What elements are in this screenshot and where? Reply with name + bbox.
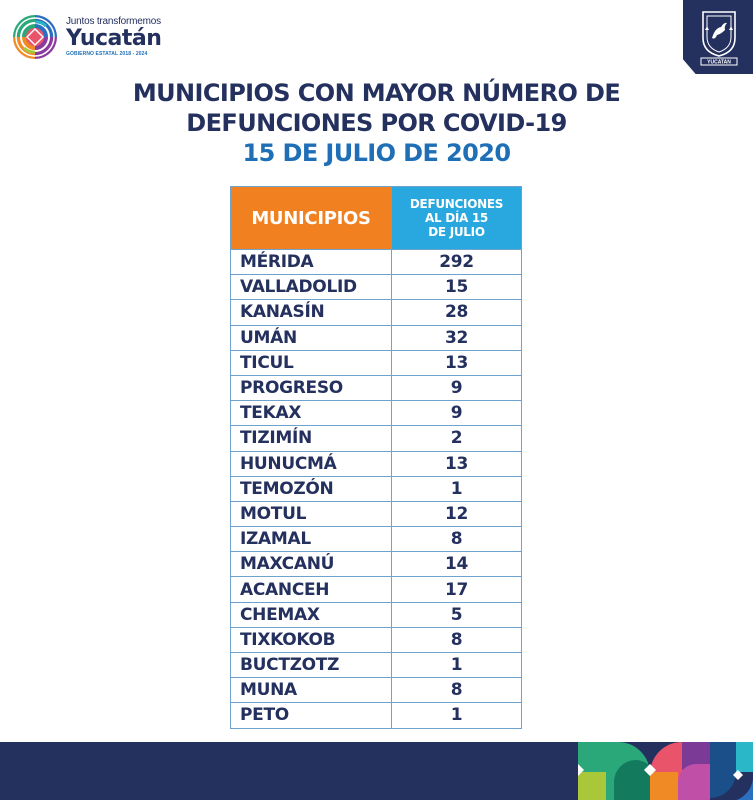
logo-subtitle: GOBIERNO ESTATAL 2018 - 2024 [66,51,148,57]
municipio-cell: PROGRESO [230,374,392,402]
municipio-cell: MÉRIDA [230,248,392,276]
table-row: VALLADOLID 15 [230,274,522,301]
municipio-cell: KANASÍN [230,299,392,326]
municipio-cell: TICUL [230,349,392,376]
defunciones-cell: 14 [391,551,522,578]
table-row: MUNA 8 [230,677,522,704]
title-line-2: DEFUNCIONES POR COVID-19 [186,109,567,137]
defunciones-cell: 17 [391,576,522,603]
table-row: KANASÍN 28 [230,299,522,326]
logo-name: Yucatán [66,26,162,51]
municipio-cell: BUCTZOTZ [230,651,392,679]
defunciones-cell: 13 [391,349,522,376]
municipio-cell: CHEMAX [230,601,392,628]
svg-text:YUCATAN: YUCATAN [707,60,731,66]
table-row: TEKAX 9 [230,400,522,427]
defunciones-cell: 9 [391,400,522,427]
municipio-cell: ACANCEH [230,576,392,603]
yucatan-logo-icon [13,15,57,59]
defunciones-cell: 8 [391,526,522,553]
table-row: ACANCEH 17 [230,576,522,603]
municipio-cell: TEKAX [230,400,392,427]
table-header-row: MUNICIPIOS DEFUNCIONES AL DÍA 15 DE JULI… [230,186,522,250]
decorative-pattern-icon [578,742,753,800]
table-row: TIXKOKOB 8 [230,626,522,654]
defunciones-cell: 1 [391,475,522,502]
defunciones-cell: 12 [391,500,522,528]
defunciones-cell: 9 [391,374,522,402]
table-row: TICUL 13 [230,349,522,376]
title-line-1: MUNICIPIOS CON MAYOR NÚMERO DE [132,79,621,107]
defunciones-cell: 32 [391,324,522,351]
deaths-by-municipality-table: MUNICIPIOS DEFUNCIONES AL DÍA 15 DE JULI… [230,186,522,729]
municipio-cell: VALLADOLID [230,274,392,301]
municipio-cell: PETO [230,702,392,729]
table-row: CHEMAX 5 [230,601,522,628]
defunciones-cell: 1 [391,651,522,679]
municipio-cell: MOTUL [230,500,392,528]
defunciones-cell: 13 [391,450,522,477]
defunciones-cell: 2 [391,425,522,452]
table-row: MÉRIDA 292 [230,248,522,276]
page-title: MUNICIPIOS CON MAYOR NÚMERO DE DEFUNCION… [0,78,753,168]
table-row: BUCTZOTZ 1 [230,651,522,679]
state-crest-badge: YUCATAN [683,0,753,74]
defunciones-cell: 1 [391,702,522,729]
municipio-cell: MUNA [230,677,392,704]
defunciones-cell: 15 [391,274,522,301]
yucatan-logo: Juntos transformemos Yucatán GOBIERNO ES… [10,12,162,62]
defunciones-cell: 28 [391,299,522,326]
municipio-cell: MAXCANÚ [230,551,392,578]
table-row: MOTUL 12 [230,500,522,528]
table-row: IZAMAL 8 [230,526,522,553]
defunciones-cell: 8 [391,677,522,704]
municipio-cell: IZAMAL [230,526,392,553]
table-row: PROGRESO 9 [230,374,522,402]
header-defunciones: DEFUNCIONES AL DÍA 15 DE JULIO [391,186,522,250]
defunciones-cell: 8 [391,626,522,654]
municipio-cell: TIXKOKOB [230,626,392,654]
state-crest-icon: YUCATAN [700,11,738,66]
municipio-cell: HUNUCMÁ [230,450,392,477]
logo-tagline: Juntos transformemos [66,16,161,27]
table-row: TIZIMÍN 2 [230,425,522,452]
header-municipios: MUNICIPIOS [230,186,392,250]
defunciones-cell: 292 [391,248,522,276]
table-row: HUNUCMÁ 13 [230,450,522,477]
municipio-cell: UMÁN [230,324,392,351]
table-row: TEMOZÓN 1 [230,475,522,502]
municipio-cell: TEMOZÓN [230,475,392,502]
municipio-cell: TIZIMÍN [230,425,392,452]
table-row: MAXCANÚ 14 [230,551,522,578]
title-date: 15 DE JULIO DE 2020 [242,139,512,167]
table-row: PETO 1 [230,702,522,729]
table-row: UMÁN 32 [230,324,522,351]
defunciones-cell: 5 [391,601,522,628]
